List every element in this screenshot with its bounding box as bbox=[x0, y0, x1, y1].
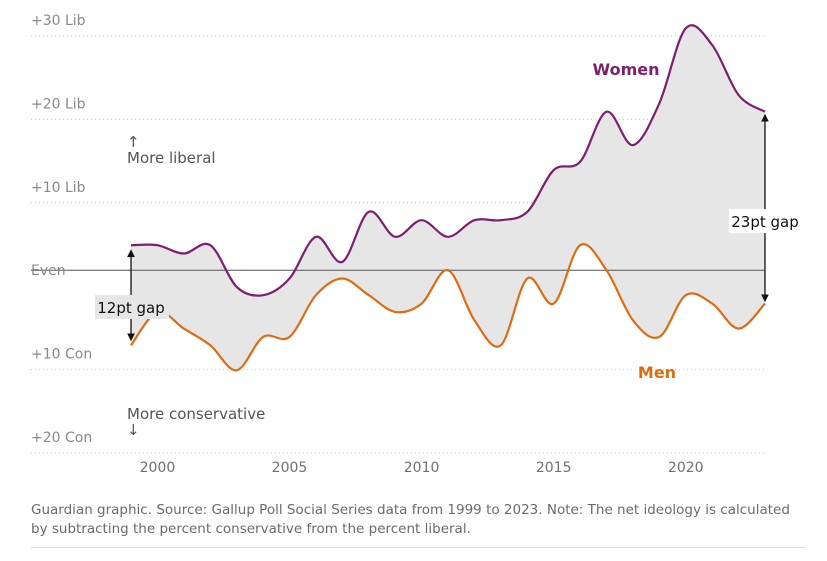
y-tick-label: +30 Lib bbox=[31, 13, 86, 29]
footer-divider bbox=[31, 547, 806, 548]
men-series-label: Men bbox=[638, 363, 676, 382]
x-tick-label: 2015 bbox=[536, 460, 572, 476]
y-tick-label: +20 Lib bbox=[31, 96, 86, 112]
chart-svg: +30 Lib +20 Lib +10 Lib Even +10 Con +20 Con 2… bbox=[31, 13, 801, 476]
x-tick-label: 2000 bbox=[140, 460, 176, 476]
y-tick-label: +20 Con bbox=[31, 430, 92, 446]
gap-end-label-bg bbox=[729, 209, 801, 233]
y-tick-label: +10 Lib bbox=[31, 180, 86, 196]
x-tick-label: 2010 bbox=[404, 460, 440, 476]
more-conservative-arrow: ↓ bbox=[127, 421, 140, 439]
more-conservative-label: More conservative bbox=[127, 405, 265, 423]
x-tick-label: 2020 bbox=[668, 460, 704, 476]
y-tick-label: +10 Con bbox=[31, 347, 92, 363]
gap-area bbox=[131, 25, 765, 371]
gap-end-label: 23pt gap bbox=[731, 213, 799, 231]
men-line bbox=[130, 243, 766, 372]
gap-start-label-bg bbox=[95, 295, 169, 319]
gap-start-label: 12pt gap bbox=[97, 299, 165, 317]
women-series-label: Women bbox=[593, 60, 660, 79]
women-line bbox=[130, 24, 766, 297]
more-liberal-arrow: ↑ bbox=[127, 133, 140, 151]
more-liberal-label: More liberal bbox=[127, 149, 216, 167]
y-tick-label: Even bbox=[31, 263, 66, 279]
source-note: Guardian graphic. Source: Gallup Poll So… bbox=[31, 502, 790, 537]
x-tick-label: 2005 bbox=[272, 460, 308, 476]
